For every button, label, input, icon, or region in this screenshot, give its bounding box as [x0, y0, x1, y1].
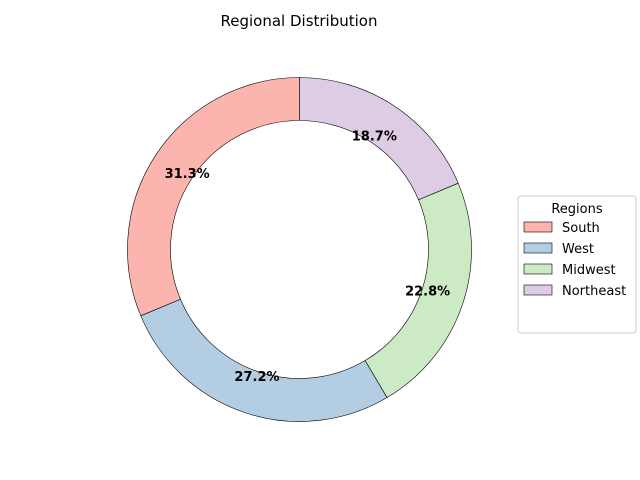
- legend-entries: South West Midwest Northeast: [523, 221, 626, 299]
- legend-swatch-midwest: [523, 263, 553, 275]
- pct-label-midwest: 22.8%: [405, 285, 450, 300]
- legend-title: Regions: [551, 202, 603, 217]
- legend-label-midwest: Midwest: [562, 263, 616, 278]
- slice-northeast: [299, 77, 459, 201]
- slice-west: [140, 298, 388, 422]
- legend-label-west: West: [562, 242, 594, 257]
- slice-south: [127, 77, 300, 317]
- legend-swatch-northeast: [523, 284, 553, 296]
- donut-slices: [127, 77, 472, 422]
- legend-label-south: South: [562, 221, 600, 236]
- percentage-labels: 31.3% 27.2% 22.8% 18.7%: [165, 130, 451, 385]
- pct-label-northeast: 18.7%: [352, 130, 397, 145]
- legend-label-northeast: Northeast: [562, 284, 626, 299]
- legend-swatch-west: [523, 242, 553, 254]
- legend-swatch-south: [523, 221, 553, 233]
- pct-label-west: 27.2%: [234, 370, 279, 385]
- pct-label-south: 31.3%: [165, 167, 210, 182]
- chart-title: Regional Distribution: [221, 12, 378, 30]
- legend: Regions South West Midwest Northeast: [517, 195, 637, 334]
